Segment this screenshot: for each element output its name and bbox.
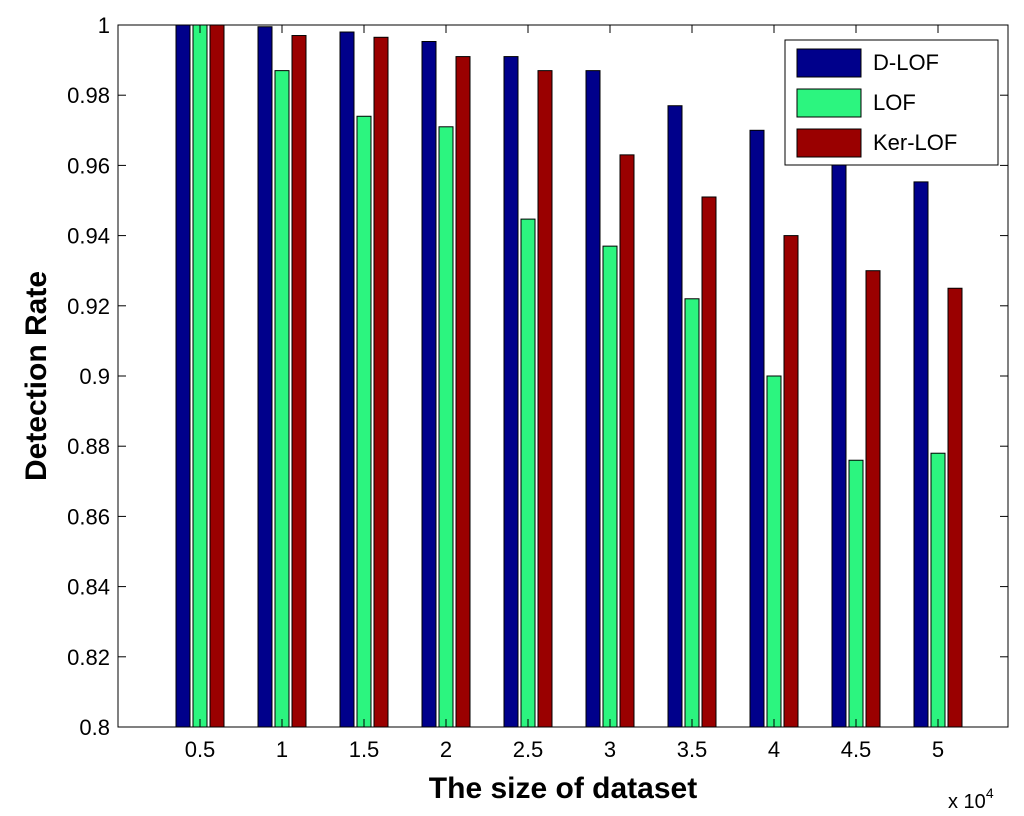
- bar-d-lof-0.5: [175, 24, 191, 728]
- y-tick-label: 1: [98, 13, 110, 38]
- bar-ker-lof-5: [947, 287, 963, 728]
- x-axis-exponent-prefix: x 10: [948, 791, 986, 813]
- y-tick-label: 0.92: [67, 294, 110, 319]
- bar-ker-lof-2: [455, 56, 471, 728]
- y-tick-label: 0.98: [67, 83, 110, 108]
- x-tick-label: 2.5: [513, 737, 544, 762]
- bar-ker-lof-3.5: [701, 196, 717, 728]
- legend-items: D-LOF LOF Ker-LOF: [796, 48, 957, 158]
- bar-lof-4.5: [848, 459, 864, 728]
- bar-lof-1.5: [356, 115, 372, 728]
- bar-d-lof-4: [749, 129, 765, 728]
- y-tick-label: 0.96: [67, 153, 110, 178]
- bar-ker-lof-2.5: [537, 70, 553, 728]
- x-tick-label: 0.5: [185, 737, 216, 762]
- bar-lof-1: [274, 70, 290, 728]
- x-tick-label: 2: [440, 737, 452, 762]
- legend-swatch-lof: [796, 88, 862, 118]
- x-tick-label: 3: [604, 737, 616, 762]
- bar-ker-lof-0.5: [209, 24, 225, 728]
- bar-lof-3: [602, 245, 618, 728]
- x-axis-title: The size of dataset: [429, 772, 697, 805]
- bar-d-lof-3.5: [667, 105, 683, 728]
- legend-swatch-d-lof: [796, 48, 862, 78]
- bar-lof-0.5: [192, 24, 208, 728]
- x-axis-exponent-power: 4: [986, 785, 994, 801]
- y-axis-title: Detection Rate: [20, 271, 53, 481]
- bar-d-lof-5: [913, 181, 929, 728]
- x-tick-label: 4.5: [841, 737, 872, 762]
- x-tick-label: 1: [276, 737, 288, 762]
- y-tick-label: 0.84: [67, 575, 110, 600]
- bar-d-lof-2: [421, 40, 437, 728]
- legend-label-ker-lof: Ker-LOF: [873, 130, 957, 155]
- bar-lof-2: [438, 126, 454, 728]
- x-tick-label: 1.5: [349, 737, 380, 762]
- bars-layer: [175, 24, 963, 728]
- bar-lof-2.5: [520, 218, 536, 728]
- bar-lof-4: [766, 375, 782, 728]
- bar-ker-lof-1.5: [373, 36, 389, 728]
- bar-d-lof-4.5: [831, 157, 847, 728]
- legend: D-LOF LOF Ker-LOF: [784, 39, 999, 166]
- bar-lof-5: [930, 452, 946, 728]
- bar-d-lof-1: [257, 26, 273, 728]
- bar-ker-lof-3: [619, 154, 635, 728]
- y-tick-label: 0.86: [67, 504, 110, 529]
- bar-d-lof-1.5: [339, 31, 355, 728]
- bar-d-lof-3: [585, 70, 601, 728]
- y-tick-label: 0.88: [67, 434, 110, 459]
- y-tick-label: 0.94: [67, 224, 110, 249]
- bar-lof-3.5: [684, 298, 700, 728]
- y-tick-label: 0.9: [79, 364, 110, 389]
- bar-ker-lof-4.5: [865, 270, 881, 728]
- y-tick-label: 0.8: [79, 715, 110, 740]
- y-tick-label: 0.82: [67, 645, 110, 670]
- x-tick-label: 4: [768, 737, 780, 762]
- legend-swatch-ker-lof: [796, 128, 862, 158]
- bar-d-lof-2.5: [503, 56, 519, 728]
- legend-label-lof: LOF: [873, 90, 916, 115]
- x-tick-label: 3.5: [677, 737, 708, 762]
- legend-label-d-lof: D-LOF: [873, 50, 939, 75]
- x-tick-label: 5: [932, 737, 944, 762]
- ticks-layer: 0.5 1 1.5 2 2.5 3 3.5 4 4.5 5 0.8 0.82 0.84 0.86 0.88 0…: [67, 13, 1008, 762]
- bar-ker-lof-4: [783, 235, 799, 728]
- x-axis-exponent: x 104: [948, 785, 994, 813]
- bar-ker-lof-1: [291, 35, 307, 728]
